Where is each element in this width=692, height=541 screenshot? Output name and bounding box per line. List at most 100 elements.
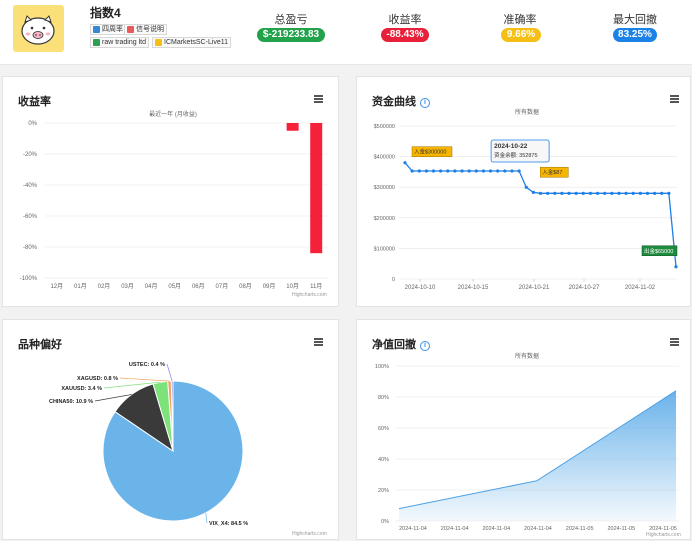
tooltip-box: [490, 139, 550, 163]
data-point: [588, 191, 593, 195]
data-point: [439, 169, 443, 173]
y-tick-label: $200000: [374, 216, 395, 222]
y-tick-label: -60%: [23, 214, 38, 220]
x-tick-label: 10月: [286, 283, 299, 290]
broker-icon: [93, 39, 100, 46]
data-point: [674, 265, 678, 269]
stat-label-accuracy: 准确率: [503, 14, 537, 26]
withdraw-flag-label: 出金$65000: [644, 247, 673, 255]
x-tick-label: 11月: [310, 283, 322, 290]
chart-credit[interactable]: Highcharts.com: [292, 531, 327, 537]
pie-label: XAGUSD: 0.8 %: [77, 376, 118, 382]
tag-server[interactable]: ICMarketsSC-Live11: [152, 37, 232, 48]
returns-title: 收益率: [18, 96, 51, 108]
bar: [286, 123, 299, 131]
data-point: [517, 169, 521, 173]
returns-card: 收益率 最近一年 (月收益) 0% -20% -40% -60% -80% -100% 12…: [2, 76, 339, 307]
x-tick-label: 2024-11-04: [399, 526, 427, 532]
y-tick-label: 0: [392, 277, 395, 283]
data-point: [531, 190, 535, 195]
data-point: [496, 169, 500, 173]
hamburger-menu-icon[interactable]: [314, 95, 323, 103]
x-tick-label: 09月: [263, 283, 276, 290]
x-tick-label: 2024-10-27: [569, 285, 600, 291]
drawdown-title: 净值回撤 i: [372, 336, 430, 352]
x-tick-label: 2024-10-15: [458, 285, 489, 291]
info-circle-icon[interactable]: i: [420, 341, 430, 351]
x-tick-label: 05月: [168, 283, 181, 290]
pie-label: VIX_X4: 84.5 %: [209, 521, 248, 527]
hamburger-menu-icon[interactable]: [314, 338, 323, 346]
data-point: [488, 169, 493, 173]
bar: [310, 123, 323, 254]
x-tick-label: 08月: [239, 283, 252, 290]
data-point: [617, 191, 621, 195]
x-tick-label: 12月: [50, 283, 63, 290]
data-point: [538, 191, 543, 195]
tooltip-label: 资金余额: 352875: [494, 151, 537, 159]
y-tick-label: 0%: [28, 121, 37, 127]
deposit-flag-label: 入金$87: [542, 168, 562, 176]
y-tick-label: 80%: [378, 395, 389, 401]
pie-connector: [166, 363, 173, 382]
hamburger-menu-icon[interactable]: [670, 95, 679, 103]
equity-subtitle: 所有数据: [514, 110, 539, 116]
doc-icon: [127, 26, 134, 33]
data-point: [503, 169, 507, 173]
data-point: [653, 191, 657, 195]
data-point: [453, 169, 457, 173]
data-point: [510, 169, 514, 173]
y-tick-label: 100%: [375, 364, 389, 370]
stat-label-return: 收益率: [388, 14, 422, 26]
x-tick-label: 2024-10-21: [519, 285, 550, 291]
data-point: [595, 191, 600, 195]
info-circle-icon[interactable]: i: [420, 98, 430, 108]
pie-slice: [170, 380, 174, 452]
stat-value-return: -88.43%: [381, 28, 429, 42]
pie-connector: [94, 394, 132, 402]
x-tick-label: 2024-10-10: [405, 285, 436, 291]
data-point: [446, 169, 450, 173]
data-point: [638, 191, 642, 195]
data-point: [574, 191, 578, 195]
data-point: [474, 169, 478, 173]
x-tick-label: 2024-11-05: [607, 526, 635, 532]
tag-broker[interactable]: raw trading ltd: [90, 37, 149, 48]
data-point: [546, 191, 550, 195]
y-tick-label: $500000: [374, 124, 395, 130]
x-tick-label: 04月: [145, 283, 158, 290]
data-point: [431, 169, 436, 173]
y-tick-label: $100000: [374, 246, 395, 252]
pie-label: XAUUSD: 3.4 %: [61, 386, 102, 392]
pie-label: USTEC: 0.4 %: [129, 362, 165, 368]
x-tick-label: 02月: [98, 283, 111, 290]
data-point: [417, 169, 421, 173]
tooltip-date: 2024-10-22: [494, 143, 528, 150]
data-point: [403, 161, 407, 165]
y-tick-label: -80%: [23, 245, 38, 251]
pie-label: CHINA50: 10.9 %: [49, 399, 93, 405]
x-tick-label: 2024-11-04: [441, 526, 469, 532]
equity-card: 资金曲线 i 所有数据 0 $100000 $200000 $300000 $400000…: [356, 76, 691, 307]
deposit-flag-label: 入金$300000: [414, 148, 446, 156]
chart-credit[interactable]: Highcharts.com: [292, 292, 327, 298]
data-point: [410, 169, 414, 173]
pie-connector: [103, 381, 161, 389]
chart-credit[interactable]: Highcharts.com: [646, 532, 681, 538]
deposit-flag: [539, 166, 569, 178]
pie-connector: [119, 377, 170, 382]
data-point: [645, 191, 650, 195]
data-point: [424, 169, 428, 173]
tag-signal-info[interactable]: 信号说明: [124, 24, 167, 35]
drawdown-line: [398, 390, 677, 510]
y-tick-label: $400000: [374, 155, 395, 161]
data-point: [481, 169, 486, 173]
server-icon: [155, 39, 162, 46]
tag-cycle[interactable]: 四周率: [90, 24, 126, 35]
data-point: [631, 191, 635, 195]
y-tick-label: 60%: [378, 426, 389, 432]
x-tick-label: 01月: [74, 283, 87, 290]
data-point: [460, 169, 464, 173]
hamburger-menu-icon[interactable]: [670, 338, 679, 346]
drawdown-subtitle: 所有数据: [514, 354, 539, 360]
